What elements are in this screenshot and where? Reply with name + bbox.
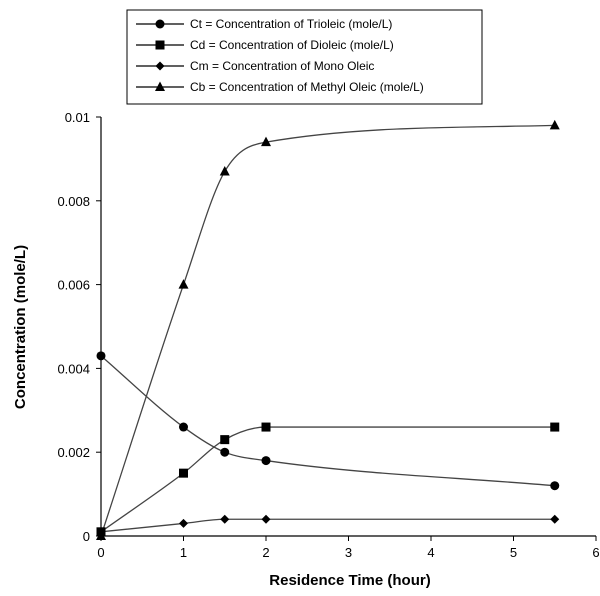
y-tick-label: 0.006 [57, 278, 90, 293]
data-point-square [220, 435, 230, 445]
data-point-triangle [178, 279, 189, 289]
data-point-diamond [261, 514, 271, 524]
x-tick-label: 2 [262, 545, 269, 560]
series-line-diamond [100, 518, 555, 533]
data-point-diamond [179, 518, 188, 528]
legend-label: Cm = Concentration of Mono Oleic [190, 59, 374, 73]
legend-label: Cd = Concentration of Dioleic (mole/L) [190, 38, 394, 52]
series-line-square [100, 426, 555, 533]
data-point-circle [179, 422, 188, 432]
data-point-circle [261, 456, 271, 466]
data-point-square [179, 468, 188, 478]
data-point-square [550, 422, 560, 432]
legend-marker-diamond [155, 61, 165, 71]
y-tick-label: 0.004 [57, 361, 90, 376]
legend-marker-triangle [155, 81, 165, 91]
y-tick-label: 0.002 [57, 445, 90, 460]
data-point-triangle [219, 165, 230, 176]
data-point-diamond [220, 514, 230, 524]
legend: Ct = Concentration of Trioleic (mole/L) C… [126, 9, 483, 105]
x-tick-label: 5 [510, 545, 517, 560]
y-tick-label: 0.01 [65, 110, 90, 125]
x-tick-label: 4 [427, 545, 434, 560]
data-point-diamond [550, 514, 560, 524]
series-markers [96, 119, 560, 540]
legend-box [126, 9, 483, 105]
x-tick-label: 3 [345, 545, 352, 560]
data-point-circle [220, 447, 230, 457]
plot-axes: 0 1 2 3 4 5 6 0 0.002 0.004 0.006 0.008 0.01 [57, 110, 599, 560]
series-curves [100, 124, 555, 537]
series-line-triangle [100, 124, 555, 537]
data-point-triangle [549, 119, 560, 130]
y-tick-label: 0 [83, 529, 90, 544]
y-tick-label: 0.008 [57, 194, 90, 209]
series-line-circle [100, 355, 555, 487]
legend-marker-square [155, 40, 165, 50]
x-tick-label: 6 [592, 545, 599, 560]
data-point-circle [96, 351, 106, 361]
data-point-triangle [261, 136, 271, 147]
data-point-square [261, 422, 271, 432]
x-tick-label: 1 [180, 545, 187, 560]
legend-label: Ct = Concentration of Trioleic (mole/L) [190, 17, 392, 31]
data-point-triangle [96, 530, 106, 540]
x-tick-label: 0 [97, 545, 104, 560]
y-axis-title: Concentration (mole/L) [12, 245, 29, 409]
legend-marker-circle [155, 19, 165, 29]
legend-label: Cb = Concentration of Methyl Oleic (mole… [190, 80, 424, 94]
x-axis-title: Residence Time (hour) [269, 572, 430, 589]
data-point-circle [550, 481, 560, 491]
